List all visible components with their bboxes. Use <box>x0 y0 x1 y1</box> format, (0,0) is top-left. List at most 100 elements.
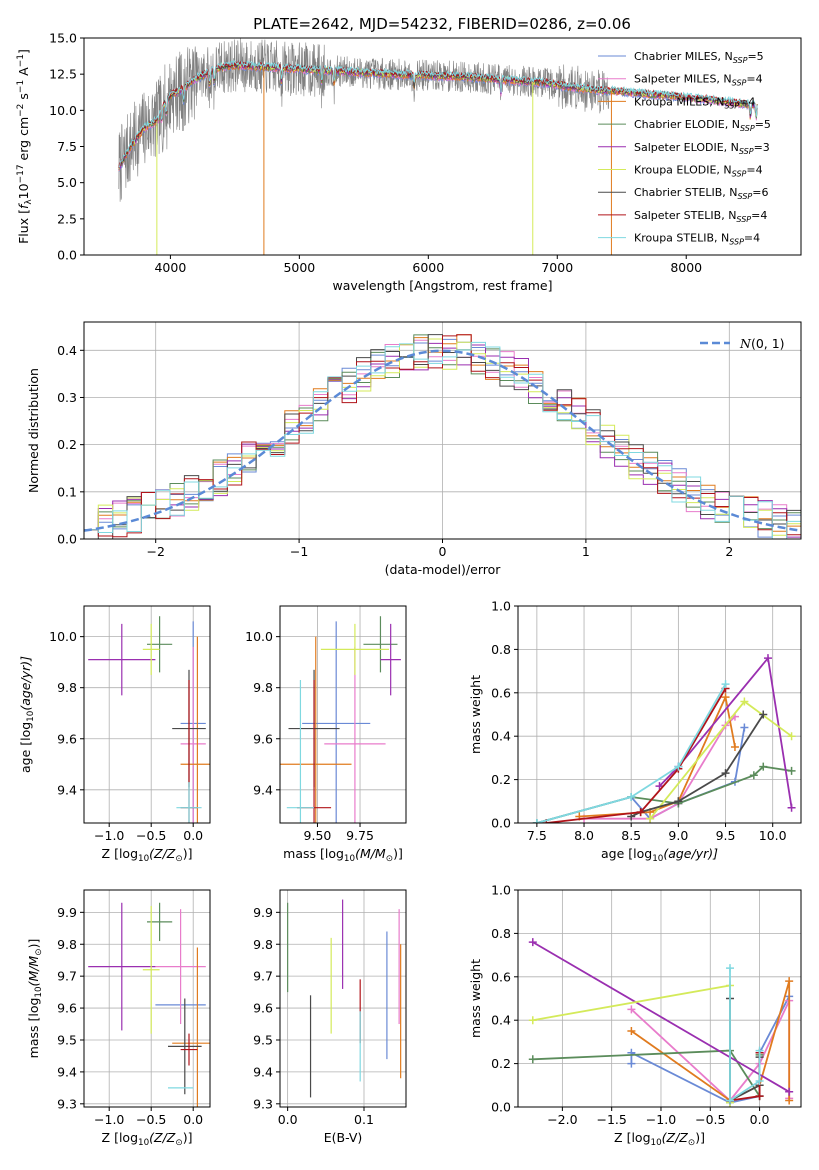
age_vs_Z-xlabel: Z [log10(Z/Z⊙)] <box>102 846 193 864</box>
label-part: SSP <box>729 238 744 247</box>
y-tick-label: 0.6 <box>491 685 511 700</box>
label-part: (age/yr)] <box>663 846 718 861</box>
weight-marker <box>646 814 655 823</box>
legend-item: Chabrier ELODIE, NSSP=5 <box>598 118 771 133</box>
mass_weight_vs_age-axes: 7.5 8.0 8.5 9.0 9.5 10.0 0.0 0.2 0.4 0.6 0.8 1.0 age… <box>468 599 802 864</box>
y-tick-label: 0.1 <box>57 484 77 499</box>
y-tick-label: 9.5 <box>57 1032 77 1047</box>
weight-marker <box>785 977 794 986</box>
x-tick-label: −2 <box>146 544 164 559</box>
spectrum-ylabel: Flux [fλ10−17 erg cm−2 s−1 A−1] <box>16 49 34 244</box>
y-tick-label: 0.2 <box>57 437 77 452</box>
label-part: Salpeter MILES, N <box>634 73 732 86</box>
y-tick-label: 0.0 <box>491 816 511 831</box>
label-part: =5 <box>755 118 771 131</box>
label-part: =4 <box>751 209 767 222</box>
y-tick-label: 0.0 <box>57 248 77 263</box>
label-part: Salpeter ELODIE, N <box>634 141 739 154</box>
label-part: −17 <box>16 164 26 183</box>
y-tick-label: 15.0 <box>49 31 77 46</box>
weight-marker <box>627 1005 636 1014</box>
x-tick-label: 6000 <box>412 260 444 275</box>
age_vs_mass-grid <box>280 606 406 823</box>
weight-marker <box>755 1076 764 1085</box>
label-part: ⊙ <box>175 854 182 864</box>
weight-marker <box>749 771 758 780</box>
mass_vs_EBV-frame <box>279 889 407 1108</box>
label-part: Z [log <box>102 846 138 861</box>
weight-marker <box>721 769 730 778</box>
y-tick-label: 0.4 <box>491 729 511 744</box>
age_vs_mass-frame <box>279 605 407 824</box>
label-part: =4 <box>746 73 762 86</box>
label-part: Kroupa MILES, N <box>634 95 724 108</box>
y-tick-label: 9.6 <box>57 731 77 746</box>
label-part: (M/M <box>355 846 386 861</box>
legend-label: Salpeter STELIB, NSSP=4 <box>634 209 767 224</box>
x-tick-label: 0.0 <box>750 1112 770 1127</box>
residuals-plot <box>84 334 801 539</box>
weight-line-4 <box>532 941 790 1093</box>
y-tick-label: 9.8 <box>57 937 77 952</box>
label-part: ⊙ <box>175 1138 182 1148</box>
weight-marker <box>759 710 768 719</box>
label-part: 10 <box>16 183 31 199</box>
label-part: SSP <box>732 170 747 179</box>
y-tick-label: 0.4 <box>491 1013 511 1028</box>
label-part: Chabrier MILES, N <box>634 50 733 63</box>
weight-marker <box>787 732 796 741</box>
x-tick-label: 0.0 <box>183 828 203 843</box>
x-tick-label: 7.5 <box>527 828 547 843</box>
residuals-legend: N(0, 1) <box>700 336 785 351</box>
x-tick-label: 4000 <box>154 260 186 275</box>
legend-label: N(0, 1) <box>739 336 785 351</box>
weight-marker <box>721 680 730 689</box>
error-bar-point <box>363 616 398 673</box>
mass_weight_vs_age-plot <box>532 654 796 823</box>
label-part: SSP <box>733 56 748 65</box>
x-tick-label: −1.5 <box>596 1112 626 1127</box>
age_vs_mass-xlabel: mass [log10(M/M⊙)] <box>283 846 403 864</box>
weight-marker <box>627 1059 636 1068</box>
y-tick-label: 0.8 <box>491 642 511 657</box>
legend-item: Salpeter STELIB, NSSP=4 <box>598 209 767 224</box>
y-tick-label: 9.3 <box>57 1096 77 1111</box>
weight-line-4 <box>658 655 793 808</box>
label-part: −1 <box>16 54 26 67</box>
weight-line-7 <box>546 688 727 823</box>
y-tick-label: 0.4 <box>57 343 77 358</box>
mass_weight_vs_age-xlabel: age [log10(age/yr)] <box>601 846 718 864</box>
legend-item: Kroupa STELIB, NSSP=4 <box>598 232 760 247</box>
spectrum-model-line-8 <box>118 59 758 168</box>
age_vs_mass-axes: 9.50 9.75 9.4 9.6 9.8 10.0 mass [log10(M/M⊙)] <box>245 605 407 864</box>
label-part: mass [log <box>26 998 41 1059</box>
label-part: SSP <box>738 192 753 201</box>
error-bar-point <box>320 623 389 675</box>
x-tick-label: −1.0 <box>94 828 124 843</box>
label-part: 10 <box>344 854 355 864</box>
error-bar-point <box>286 680 315 823</box>
label-part: 10 <box>138 854 149 864</box>
histogram-step-8 <box>84 341 801 539</box>
error-bar-point <box>180 646 206 823</box>
weight-marker <box>721 693 730 702</box>
y-tick-label: 9.4 <box>253 782 273 797</box>
label-part: Z [log <box>614 1130 650 1145</box>
error-bar-point <box>88 902 156 1031</box>
error-bar-point <box>380 623 401 696</box>
label-part: Chabrier ELODIE, N <box>634 118 740 131</box>
x-tick-label: 8000 <box>670 260 702 275</box>
label-part: )] <box>695 1130 705 1145</box>
error-bar-point <box>142 623 160 675</box>
legend-item: Chabrier MILES, NSSP=5 <box>598 50 764 65</box>
label-part: 10 <box>652 854 663 864</box>
x-tick-label: 0.0 <box>183 1112 203 1127</box>
label-part: =3 <box>754 141 770 154</box>
weight-marker <box>674 797 683 806</box>
label-part: =6 <box>752 186 768 199</box>
y-tick-label: 9.9 <box>57 905 77 920</box>
y-tick-label: 0.6 <box>491 969 511 984</box>
y-tick-label: 9.4 <box>57 782 77 797</box>
y-tick-label: 5.0 <box>57 175 77 190</box>
y-tick-label: 0.8 <box>491 926 511 941</box>
